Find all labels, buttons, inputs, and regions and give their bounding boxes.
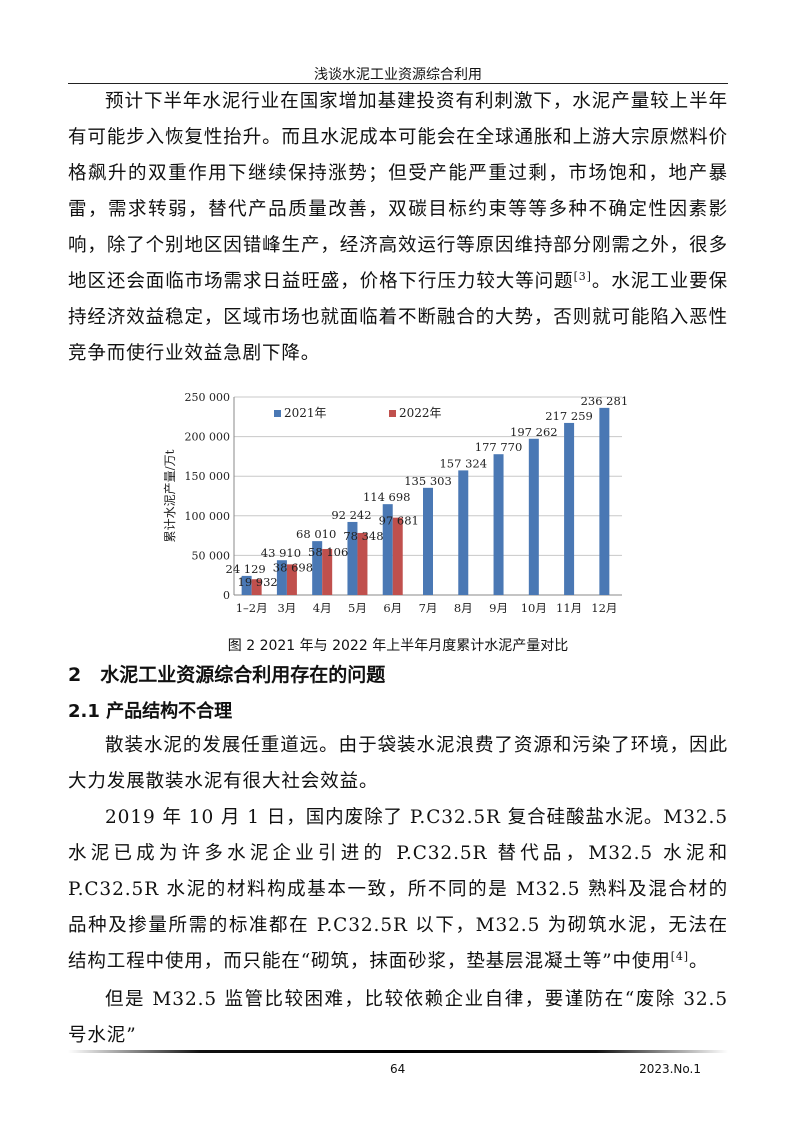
bar-2021年: [347, 521, 358, 595]
data-label: 43 910: [261, 546, 301, 560]
data-label: 217 259: [545, 409, 593, 423]
bar-2021年: [564, 422, 575, 595]
header-rule: [68, 83, 728, 84]
x-tick-label: 10月: [521, 601, 547, 615]
data-label: 157 324: [439, 456, 487, 470]
paragraph-text: 2019 年 10 月 1 日，国内废除了 P.C32.5R 复合硅酸盐水泥。M…: [68, 807, 728, 972]
bar-2022年: [286, 564, 297, 595]
bar-2021年: [312, 541, 323, 595]
legend-swatch: [389, 410, 396, 417]
bar-2021年: [241, 575, 252, 595]
figure-caption: 图 2 2021 年与 2022 年上半年月度累计水泥产量对比: [227, 638, 569, 654]
bar-2022年: [322, 548, 333, 595]
y-tick-label: 200 000: [185, 431, 231, 444]
bar-2021年: [493, 454, 504, 595]
data-label: 78 348: [343, 529, 383, 543]
data-label: 177 770: [475, 440, 523, 454]
legend-label: 2021年: [284, 406, 327, 420]
data-label: 19 932: [238, 575, 278, 589]
citation: [3]: [573, 269, 592, 283]
x-tick-label: 8月: [454, 601, 473, 615]
y-tick-label: 100 000: [185, 510, 231, 523]
bar-2021年: [528, 438, 539, 595]
paragraph-4: 但是 M32.5 监管比较困难，比较依赖企业自律，要谨防在“废除 32.5 号水…: [68, 989, 728, 1046]
y-axis-label: 累计水泥产量/万t: [163, 449, 177, 542]
paragraph-2: 散装水泥的发展任重道远。由于袋装水泥浪费了资源和污染了环境，因此大力发展散装水泥…: [68, 735, 728, 792]
bar-2021年: [599, 407, 610, 595]
y-tick-label: 0: [223, 589, 230, 602]
data-label: 236 281: [581, 394, 629, 408]
x-tick-label: 9月: [489, 601, 508, 615]
y-tick-label: 150 000: [185, 470, 231, 483]
x-tick-label: 4月: [313, 601, 332, 615]
y-tick-label: 50 000: [192, 549, 231, 562]
paragraph-text: 。: [689, 951, 709, 972]
data-label: 24 129: [226, 562, 266, 576]
bar-2021年: [423, 487, 433, 595]
legend-label: 2022年: [399, 406, 442, 420]
paragraph-text: 预计下半年水泥行业在国家增加基建投资有利刺激下，水泥产量较上半年有可能步入恢复性…: [68, 91, 728, 292]
x-tick-label: 6月: [383, 601, 402, 615]
data-label: 197 262: [510, 425, 558, 439]
section-heading: 2 水泥工业资源综合利用存在的问题: [68, 664, 386, 686]
y-tick-label: 250 000: [185, 391, 231, 404]
x-tick-label: 5月: [348, 601, 367, 615]
data-label: 38 698: [273, 560, 313, 574]
bar-2021年: [382, 504, 393, 595]
data-label: 97 681: [379, 514, 419, 528]
data-label: 58 106: [308, 545, 348, 559]
x-tick-label: 12月: [591, 601, 617, 615]
data-label: 92 242: [331, 508, 371, 522]
bar-2021年: [458, 470, 469, 595]
bar-2022年: [251, 579, 262, 595]
citation: [4]: [670, 949, 690, 963]
x-tick-label: 1–2月: [236, 601, 268, 615]
footer-rule: [68, 1050, 728, 1053]
x-tick-label: 11月: [556, 601, 582, 615]
bar-chart: 0 50 000 100 000 150 000 200 000 250 000 1–2月 3…: [163, 391, 629, 615]
x-tick-label: 3月: [277, 601, 296, 615]
paragraph-1: 预计下半年水泥行业在国家增加基建投资有利刺激下，水泥产量较上半年有可能步入恢复性…: [68, 84, 728, 372]
subsection-heading: 2.1 产品结构不合理: [68, 701, 233, 722]
paragraph-3: 2019 年 10 月 1 日，国内废除了 P.C32.5R 复合硅酸盐水泥。M…: [68, 800, 728, 980]
data-label: 68 010: [296, 527, 336, 541]
bar-2022年: [392, 517, 403, 595]
page-number: 64: [390, 1062, 406, 1076]
data-label: 135 303: [404, 474, 452, 488]
bar-2021年: [276, 560, 287, 595]
x-tick-label: 7月: [419, 601, 438, 615]
data-label: 114 698: [363, 490, 411, 504]
legend-swatch: [274, 410, 281, 417]
bar-2022年: [357, 532, 368, 595]
running-header: 浅谈水泥工业资源综合利用: [314, 67, 482, 83]
issue-label: 2023.No.1: [639, 1062, 701, 1076]
paragraph-text: 。水泥工业要保持经济效益稳定，区域市场也就面临着不断融合的大势，否则就可能陷入恶…: [68, 271, 728, 364]
